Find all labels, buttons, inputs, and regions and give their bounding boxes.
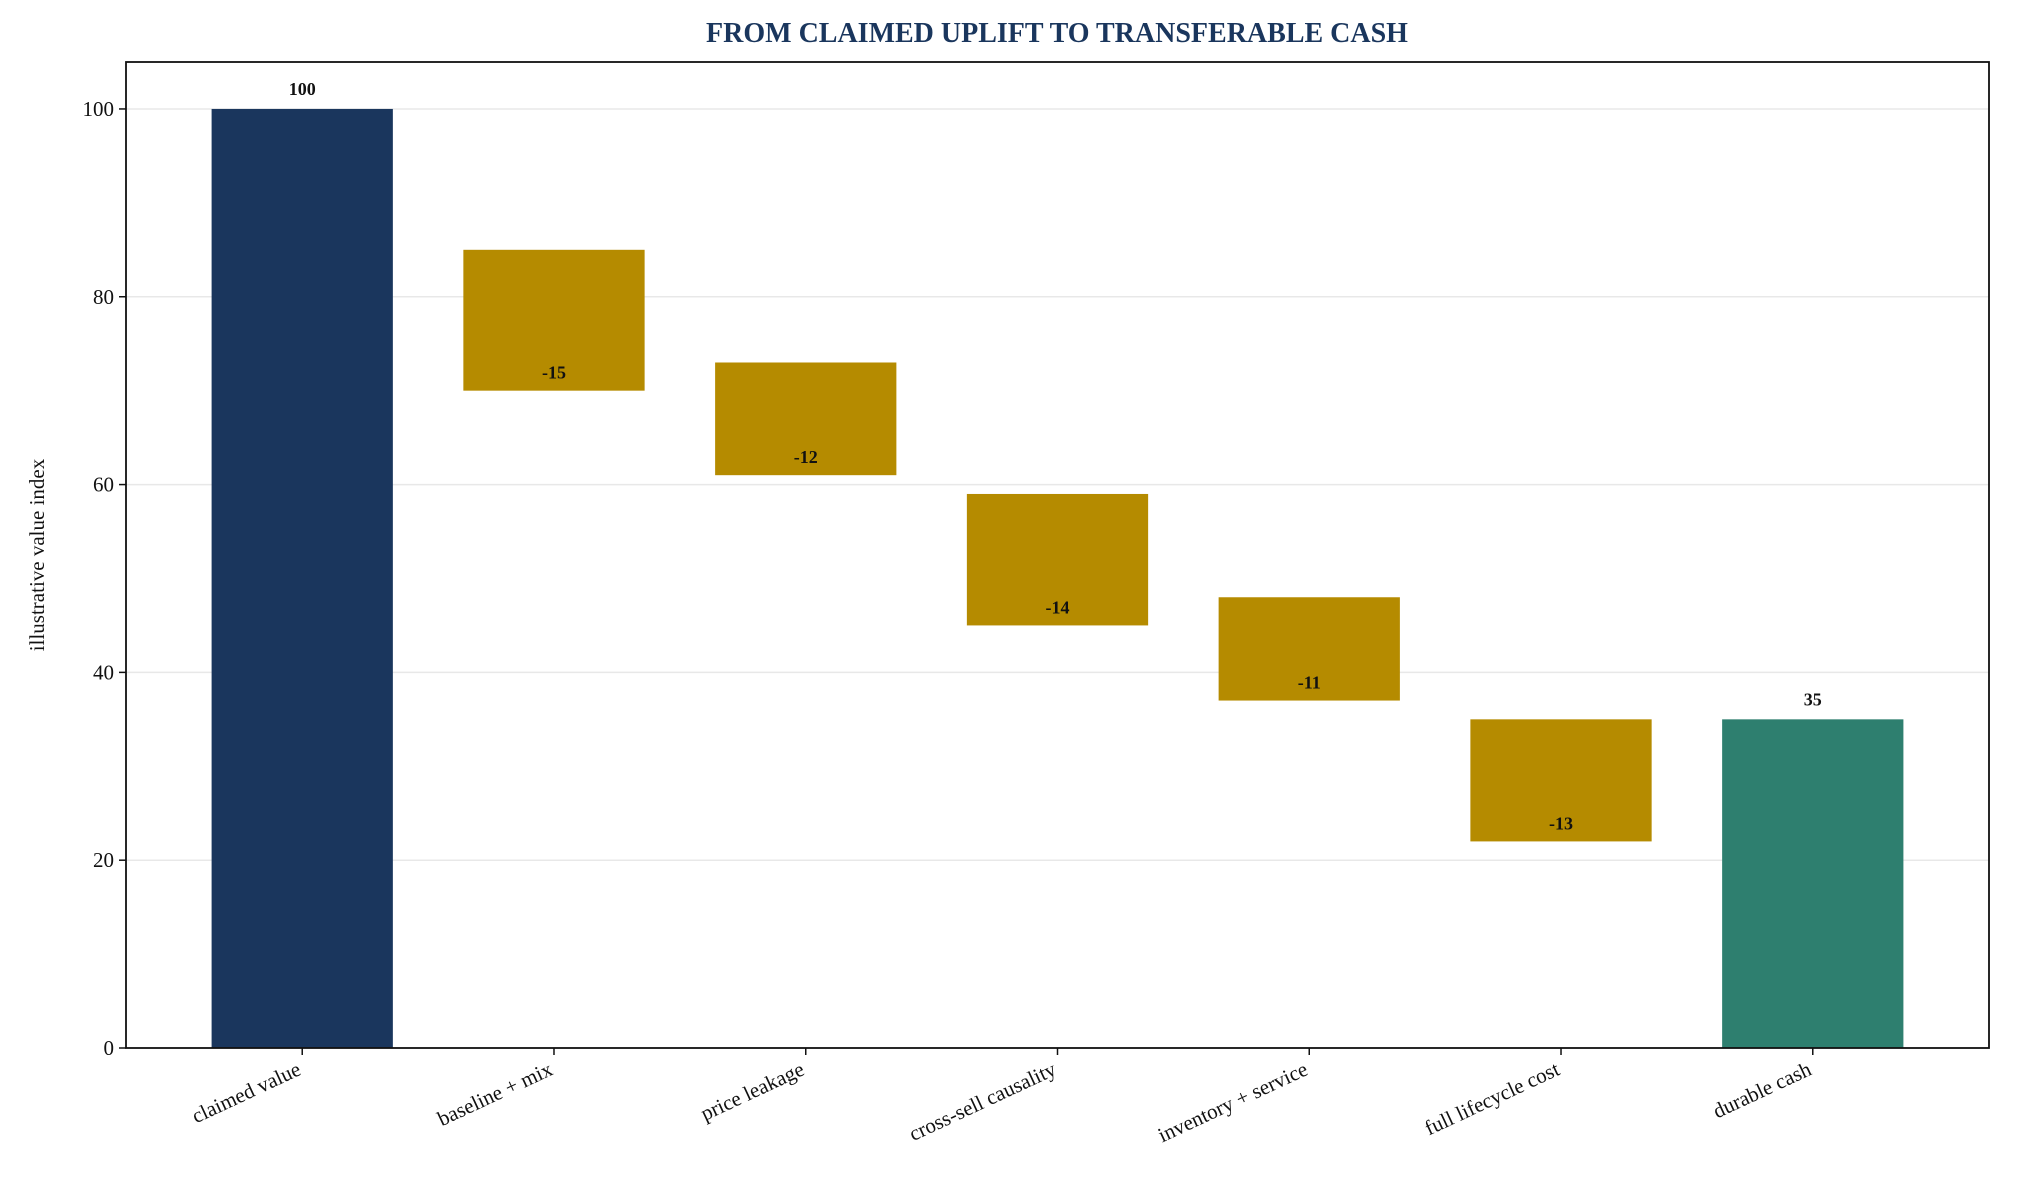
x-tick-label: price leakage (697, 1057, 808, 1126)
y-tick-label: 0 (104, 1036, 115, 1060)
y-axis-label: illustrative value index (25, 458, 49, 651)
value-label: -12 (794, 447, 818, 467)
y-tick-label: 60 (93, 473, 114, 497)
y-tick-label: 80 (93, 285, 114, 309)
x-tick-label: durable cash (1709, 1057, 1815, 1124)
value-label: -14 (1046, 597, 1070, 617)
value-label: 100 (289, 79, 316, 99)
value-label: -11 (1298, 673, 1321, 693)
chart-title: FROM CLAIMED UPLIFT TO TRANSFERABLE CASH (706, 18, 1408, 49)
x-tick-label: cross-sell causality (905, 1057, 1060, 1146)
y-tick-label: 40 (93, 660, 114, 684)
value-label: -15 (542, 363, 566, 383)
bar (1470, 719, 1652, 842)
x-tick-label: full lifecycle cost (1421, 1057, 1563, 1140)
x-tick-label: baseline + mix (434, 1057, 557, 1131)
y-tick-label: 20 (93, 848, 114, 872)
bar (211, 108, 393, 1048)
value-label: 35 (1804, 689, 1822, 709)
bar (1722, 719, 1904, 1048)
value-label: -13 (1549, 813, 1573, 833)
x-tick-label: claimed value (188, 1057, 304, 1128)
bar (715, 362, 897, 476)
bar (1218, 597, 1400, 701)
bar (463, 249, 645, 391)
y-tick-label: 100 (83, 97, 115, 121)
x-tick-label: inventory + service (1154, 1057, 1311, 1147)
bar (966, 493, 1149, 626)
plot-frame (125, 61, 1990, 1049)
